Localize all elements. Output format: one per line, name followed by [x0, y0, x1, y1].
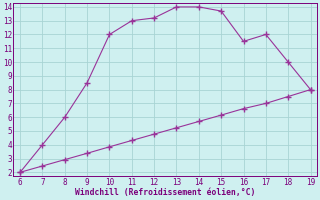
X-axis label: Windchill (Refroidissement éolien,°C): Windchill (Refroidissement éolien,°C) — [75, 188, 255, 197]
